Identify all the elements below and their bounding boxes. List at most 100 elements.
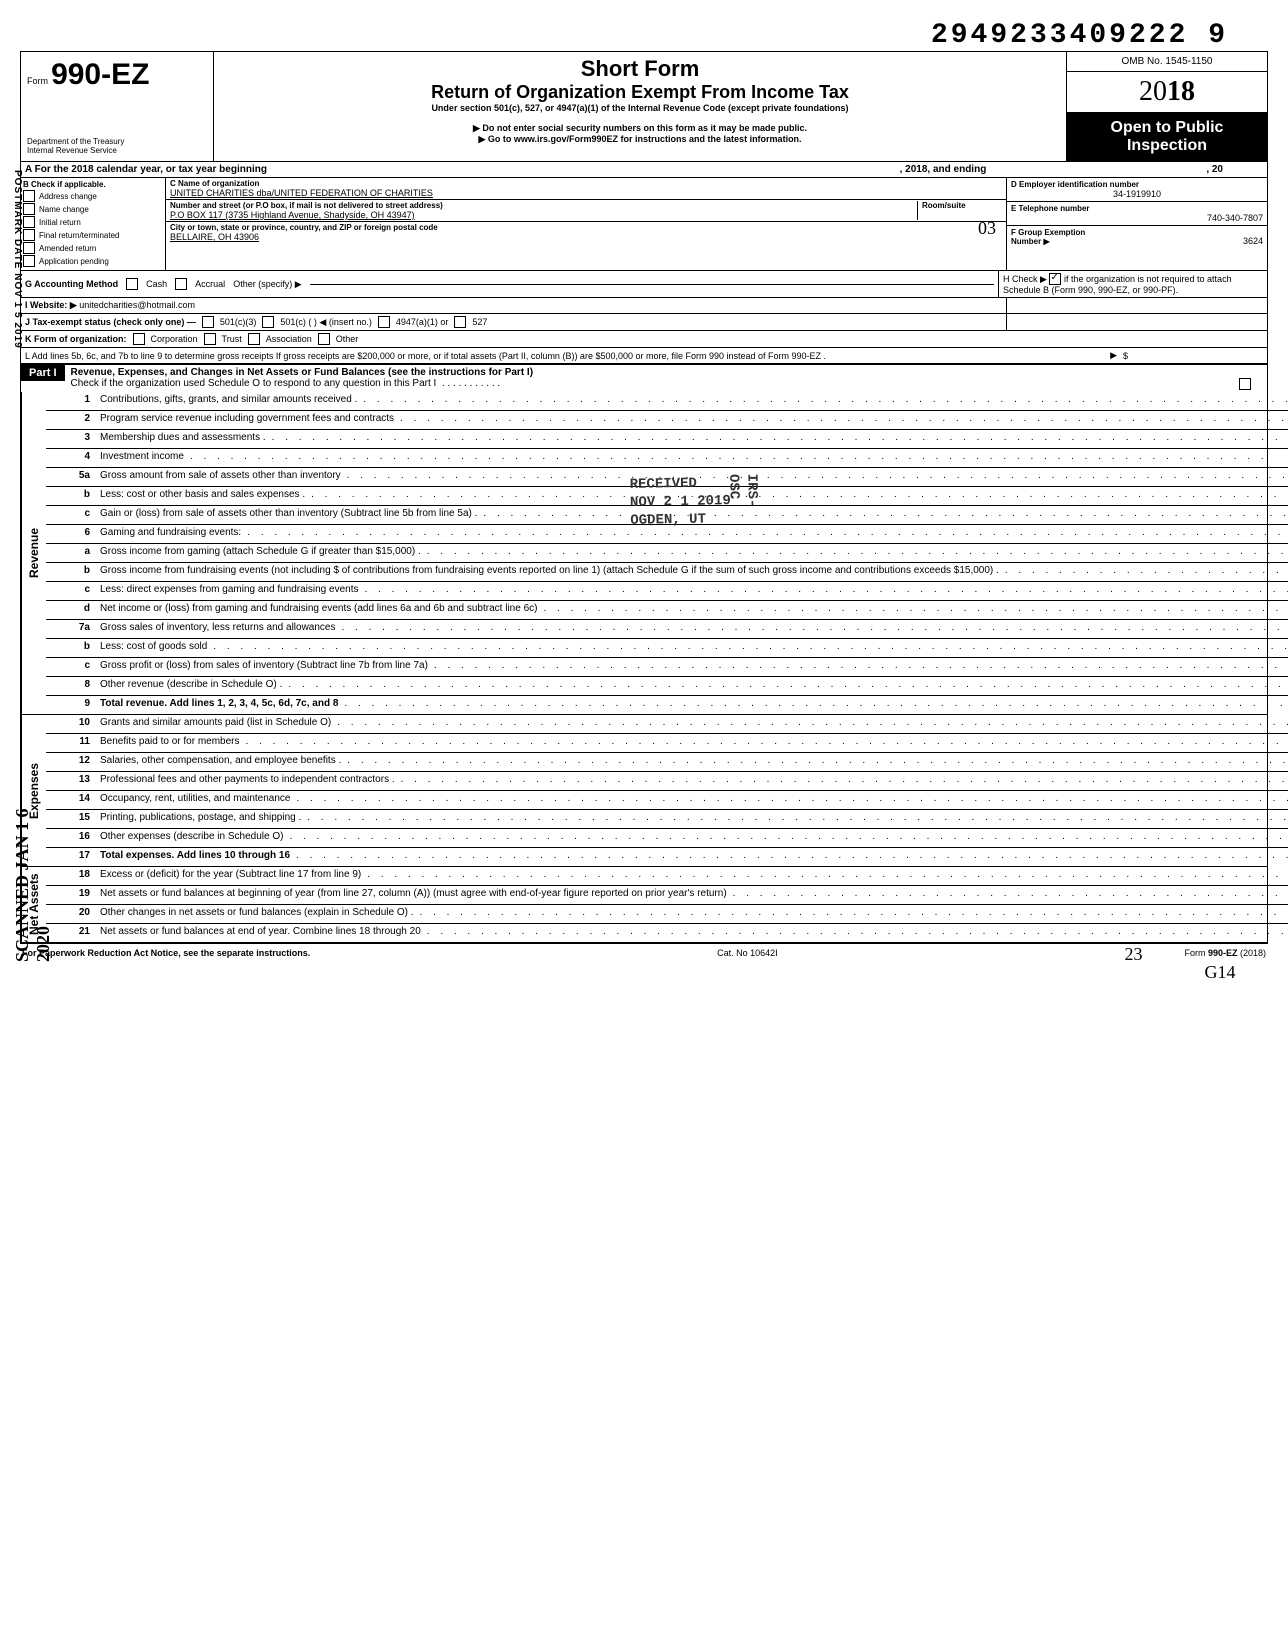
line-number: 1 — [46, 392, 96, 410]
row-k: K Form of organization: Corporation Trus… — [20, 330, 1268, 347]
line-description: Occupancy, rent, utilities, and maintena… — [96, 791, 1288, 809]
line-row: 10Grants and similar amounts paid (list … — [46, 715, 1288, 734]
chk-trust[interactable] — [204, 333, 216, 345]
chk-501c[interactable] — [262, 316, 274, 328]
footer-form-ref: Form 990-EZ (2018) — [1184, 948, 1266, 958]
line-row: 19Net assets or fund balances at beginni… — [46, 886, 1288, 905]
line-row: 18Excess or (deficit) for the year (Subt… — [46, 867, 1288, 886]
line-description: Total expenses. Add lines 10 through 16.… — [96, 848, 1288, 866]
form-of-org-label: K Form of organization: — [25, 334, 127, 344]
line-number: d — [46, 601, 96, 619]
form-prefix: Form — [27, 76, 48, 86]
line-number: 5a — [46, 468, 96, 486]
line-description: Grants and similar amounts paid (list in… — [96, 715, 1288, 733]
line-number: 7a — [46, 620, 96, 638]
chk-initial-return[interactable] — [23, 216, 35, 228]
chk-cash[interactable] — [126, 278, 138, 290]
line-description: Investment income. . . . . . . . . . . .… — [96, 449, 1288, 467]
line-description: Gross income from fundraising events (no… — [96, 563, 1288, 581]
group-exemption-label: F Group Exemption Number ▶ — [1011, 228, 1085, 246]
line-description: Professional fees and other payments to … — [96, 772, 1288, 790]
revenue-section: Revenue 1Contributions, gifts, grants, a… — [20, 392, 1268, 715]
line-number: b — [46, 487, 96, 505]
phone-value: 740-340-7807 — [1011, 213, 1263, 223]
handwritten-g14: G14 — [1204, 962, 1235, 983]
footer-cat-no: Cat. No 10642I — [717, 948, 778, 958]
line-row: 14Occupancy, rent, utilities, and mainte… — [46, 791, 1288, 810]
line-row: 21Net assets or fund balances at end of … — [46, 924, 1288, 942]
postmark-stamp: POSTMARK DATE NOV 1 5 2019 — [12, 170, 23, 349]
line-description: Net assets or fund balances at end of ye… — [96, 924, 1288, 942]
chk-527[interactable] — [454, 316, 466, 328]
line-row: 20Other changes in net assets or fund ba… — [46, 905, 1288, 924]
tax-year: 2018 — [1067, 72, 1267, 113]
line-description: Gross income from gaming (attach Schedul… — [96, 544, 1288, 562]
line-description: Printing, publications, postage, and shi… — [96, 810, 1288, 828]
chk-corporation[interactable] — [133, 333, 145, 345]
chk-address-change[interactable] — [23, 190, 35, 202]
line-description: Total revenue. Add lines 1, 2, 3, 4, 5c,… — [96, 696, 1288, 714]
line-number: 9 — [46, 696, 96, 714]
chk-501c3[interactable] — [202, 316, 214, 328]
line-row: 9Total revenue. Add lines 1, 2, 3, 4, 5c… — [46, 696, 1288, 714]
line-description: Less: direct expenses from gaming and fu… — [96, 582, 1288, 600]
line-number: b — [46, 639, 96, 657]
line-description: Other revenue (describe in Schedule O) .… — [96, 677, 1288, 695]
chk-other-org[interactable] — [318, 333, 330, 345]
received-stamp: RECEIVED NOV 2 1 2019 IRS-OSC OGDEN, UT — [630, 474, 732, 530]
footer-left: For Paperwork Reduction Act Notice, see … — [22, 948, 310, 958]
expenses-side-label: Expenses — [21, 715, 46, 866]
line-number: c — [46, 582, 96, 600]
row-j: J Tax-exempt status (check only one) — 5… — [20, 313, 1268, 330]
line-row: 12Salaries, other compensation, and empl… — [46, 753, 1288, 772]
line-number: 13 — [46, 772, 96, 790]
line-description: Benefits paid to or for members. . . . .… — [96, 734, 1288, 752]
line-description: Less: cost of goods sold. . . . . . . . … — [96, 639, 1288, 657]
line-number: 4 — [46, 449, 96, 467]
line-description: Net assets or fund balances at beginning… — [96, 886, 1288, 904]
line-number: 3 — [46, 430, 96, 448]
chk-final-return[interactable] — [23, 229, 35, 241]
line-row: aGross income from gaming (attach Schedu… — [46, 544, 1288, 563]
row-l-dollar: $ — [1123, 351, 1263, 361]
line-description: Excess or (deficit) for the year (Subtra… — [96, 867, 1288, 885]
chk-accrual[interactable] — [175, 278, 187, 290]
line-row: cGross profit or (loss) from sales of in… — [46, 658, 1288, 677]
part-1-header: Part I Revenue, Expenses, and Changes in… — [20, 364, 1268, 392]
line-row: 1Contributions, gifts, grants, and simil… — [46, 392, 1288, 411]
net-assets-section: Net Assets 18Excess or (deficit) for the… — [20, 867, 1268, 943]
chk-amended-return[interactable] — [23, 242, 35, 254]
line-number: a — [46, 544, 96, 562]
ein-label: D Employer identification number — [1011, 180, 1263, 189]
col-b-heading: B Check if applicable. — [23, 180, 163, 189]
footer: For Paperwork Reduction Act Notice, see … — [20, 943, 1268, 962]
chk-name-change[interactable] — [23, 203, 35, 215]
chk-schedule-b-not-required[interactable] — [1049, 273, 1061, 285]
line-number: 6 — [46, 525, 96, 543]
form-header: Form 990-EZ Department of the Treasury I… — [20, 51, 1268, 161]
info-grid: B Check if applicable. Address change Na… — [20, 177, 1268, 270]
row-g-h: G Accounting Method Cash Accrual Other (… — [20, 270, 1268, 297]
line-description: Other expenses (describe in Schedule O).… — [96, 829, 1288, 847]
form-number: 990-EZ — [51, 58, 149, 91]
website-label: I Website: ▶ — [25, 300, 77, 310]
chk-application-pending[interactable] — [23, 255, 35, 267]
chk-4947a1[interactable] — [378, 316, 390, 328]
omb-number: OMB No. 1545-1150 — [1067, 52, 1267, 72]
open-to-public: Open to Public Inspection — [1067, 113, 1267, 161]
line-description: Membership dues and assessments .. . . .… — [96, 430, 1288, 448]
line-row: 16Other expenses (describe in Schedule O… — [46, 829, 1288, 848]
line-row: 13Professional fees and other payments t… — [46, 772, 1288, 791]
chk-association[interactable] — [248, 333, 260, 345]
net-assets-side-label: Net Assets — [21, 867, 46, 942]
line-number: c — [46, 506, 96, 524]
dln-number: 2949233409222 9 — [20, 20, 1268, 51]
note-2: ▶ Go to www.irs.gov/Form990EZ for instru… — [222, 134, 1058, 145]
chk-schedule-o-part1[interactable] — [1239, 378, 1251, 390]
line-row: 17Total expenses. Add lines 10 through 1… — [46, 848, 1288, 866]
line-number: b — [46, 563, 96, 581]
tax-exempt-label: J Tax-exempt status (check only one) — — [25, 317, 196, 327]
addr-label: Number and street (or P.O box, if mail i… — [170, 201, 917, 210]
line-row: 4Investment income. . . . . . . . . . . … — [46, 449, 1288, 468]
line-row: cLess: direct expenses from gaming and f… — [46, 582, 1288, 601]
